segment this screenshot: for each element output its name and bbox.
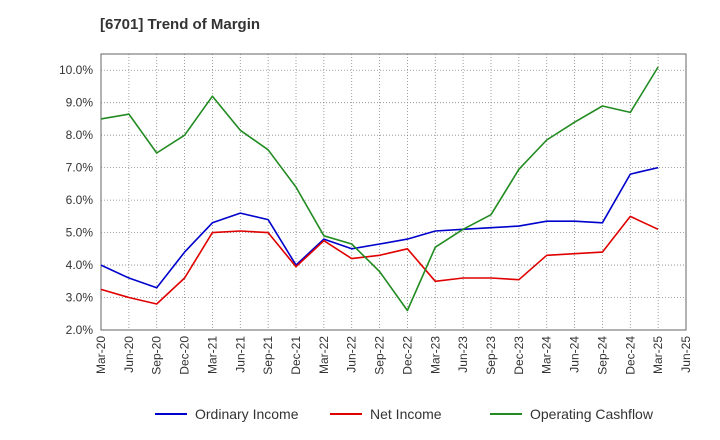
y-tick-label: 8.0%	[66, 128, 94, 142]
series-line-operating-cashflow	[100, 66, 659, 312]
x-tick-label: Sep-21	[261, 336, 275, 375]
x-tick-label: Jun-24	[568, 336, 582, 373]
x-tick-label: Sep-23	[484, 336, 498, 375]
grid-lines	[101, 54, 686, 330]
y-tick-label: 5.0%	[66, 226, 94, 240]
x-tick-label: Mar-21	[205, 336, 219, 374]
legend-label: Ordinary Income	[195, 406, 299, 422]
x-tick-label: Jun-23	[456, 336, 470, 373]
x-tick-label: Mar-20	[94, 336, 108, 374]
x-tick-label: Dec-22	[400, 336, 414, 375]
series-lines	[100, 66, 659, 312]
x-axis-ticks: Mar-20 Jun-20 Sep-20 Dec-20 Mar-21 Jun-21 Sep-…	[94, 336, 693, 375]
x-tick-label: Dec-23	[512, 336, 526, 375]
series-line-ordinary-income	[100, 166, 659, 289]
x-tick-label: Dec-20	[178, 336, 192, 375]
x-tick-label: Jun-22	[345, 336, 359, 373]
legend: Ordinary Income Net Income Operating Cashf…	[155, 406, 654, 422]
y-tick-label: 9.0%	[66, 96, 94, 110]
plot-area	[100, 53, 687, 331]
legend-label: Net Income	[370, 406, 442, 422]
x-tick-label: Mar-24	[540, 336, 554, 374]
x-tick-label: Jun-21	[233, 336, 247, 373]
x-tick-label: Jun-25	[679, 336, 693, 373]
x-tick-label: Mar-23	[428, 336, 442, 374]
x-tick-label: Sep-22	[373, 336, 387, 375]
x-tick-label: Mar-25	[651, 336, 665, 374]
x-tick-label: Sep-24	[595, 336, 609, 375]
x-tick-label: Mar-22	[317, 336, 331, 374]
x-tick-label: Sep-20	[150, 336, 164, 375]
y-tick-label: 6.0%	[66, 193, 94, 207]
x-tick-label: Dec-24	[623, 336, 637, 375]
y-tick-label: 4.0%	[66, 258, 94, 272]
y-tick-label: 10.0%	[59, 63, 93, 77]
y-tick-label: 7.0%	[66, 161, 94, 175]
series-line-net-income	[100, 215, 659, 305]
y-axis-ticks: 2.0% 3.0% 4.0% 5.0% 6.0% 7.0% 8.0% 9.0% 10.0%	[59, 63, 93, 337]
legend-label: Operating Cashflow	[530, 406, 654, 422]
x-tick-label: Jun-20	[122, 336, 136, 373]
x-tick-label: Dec-21	[289, 336, 303, 375]
y-tick-label: 2.0%	[66, 323, 94, 337]
y-tick-label: 3.0%	[66, 291, 94, 305]
chart-title: [6701] Trend of Margin	[100, 16, 261, 33]
